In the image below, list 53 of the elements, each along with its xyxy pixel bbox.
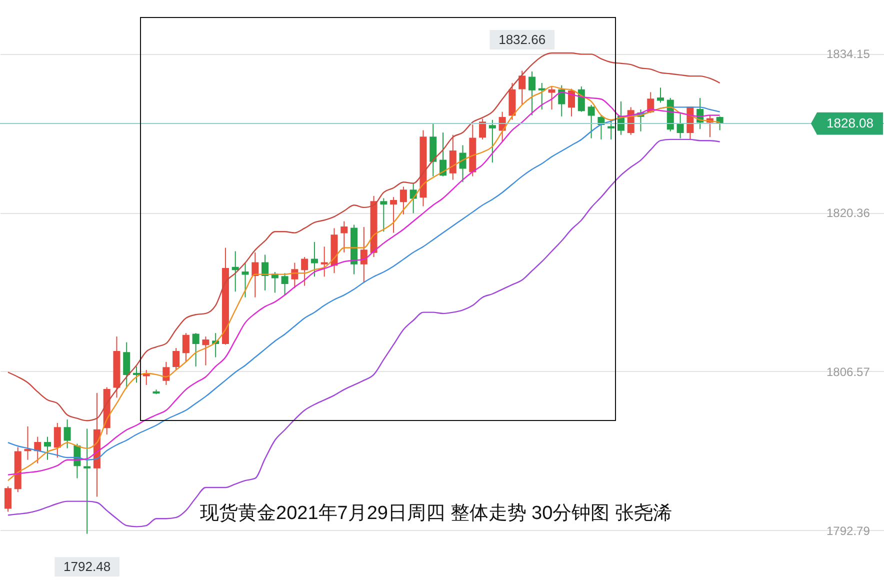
ref-line-label: 1828.08 — [826, 116, 874, 131]
candlestick — [142, 369, 150, 386]
candlestick — [162, 361, 170, 386]
candlestick — [340, 220, 348, 253]
candlestick — [54, 422, 61, 458]
candlestick — [459, 144, 466, 183]
candlestick — [123, 342, 130, 389]
y-tick-label: 1806.57 — [826, 364, 870, 379]
candlestick — [44, 436, 52, 460]
candlestick — [360, 226, 368, 283]
candlestick — [568, 88, 576, 117]
annotation: 1832.66 — [498, 32, 546, 47]
candlestick — [548, 86, 556, 110]
y-tick-label: 1792.79 — [826, 524, 870, 538]
candlestick — [390, 196, 398, 234]
candlestick — [528, 70, 536, 116]
candlestick — [242, 262, 249, 298]
candlestick — [281, 272, 288, 296]
candlestick — [320, 246, 328, 278]
candlestick — [64, 419, 71, 449]
y-tick-label: 1820.36 — [826, 206, 870, 220]
y-tick-label: 1834.15 — [826, 47, 870, 62]
candlestick — [301, 256, 308, 286]
candlestick — [172, 348, 180, 370]
candlestick — [558, 84, 566, 117]
annotation: 现货黄金2021年7月29日周四 整体走势 30分钟图 张尧浠 — [200, 503, 672, 524]
candlestick — [182, 332, 190, 362]
candlestick — [252, 252, 259, 298]
line-series — [7, 52, 720, 422]
candlestick — [488, 119, 496, 163]
candlestick — [380, 198, 388, 232]
candlestick — [479, 118, 486, 140]
candlestick — [518, 70, 526, 106]
candlestick — [24, 426, 32, 460]
candlestick — [34, 436, 42, 464]
candlestick — [310, 242, 318, 278]
candlestick — [192, 332, 200, 367]
candlestick — [588, 104, 595, 139]
candlestick — [538, 82, 546, 110]
candlestick — [657, 87, 664, 104]
candlestick — [202, 336, 210, 366]
candlestick — [232, 250, 239, 292]
line-series — [7, 138, 720, 528]
candlestick — [4, 486, 12, 512]
candlestick — [132, 366, 140, 384]
candlestick — [400, 186, 407, 215]
candlestick — [608, 119, 615, 140]
candlestick — [84, 428, 91, 534]
annotation: 1792.48 — [64, 558, 111, 574]
candlestick — [449, 134, 456, 180]
candlestick — [676, 112, 684, 139]
candlestick — [439, 132, 446, 177]
candlestick — [291, 262, 298, 289]
